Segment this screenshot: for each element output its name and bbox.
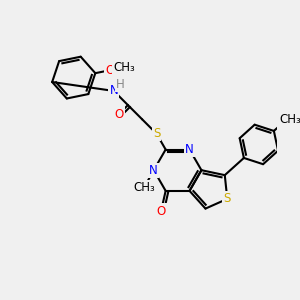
Text: CH₃: CH₃ <box>280 113 300 126</box>
Text: S: S <box>224 192 231 206</box>
Text: H: H <box>116 78 124 91</box>
Text: N: N <box>149 164 158 177</box>
Text: N: N <box>110 84 118 98</box>
Text: O: O <box>156 205 166 218</box>
Text: CH₃: CH₃ <box>113 61 135 74</box>
Text: S: S <box>153 127 160 140</box>
Text: O: O <box>114 108 124 121</box>
Text: N: N <box>185 143 194 156</box>
Text: CH₃: CH₃ <box>133 181 155 194</box>
Text: O: O <box>105 64 114 77</box>
